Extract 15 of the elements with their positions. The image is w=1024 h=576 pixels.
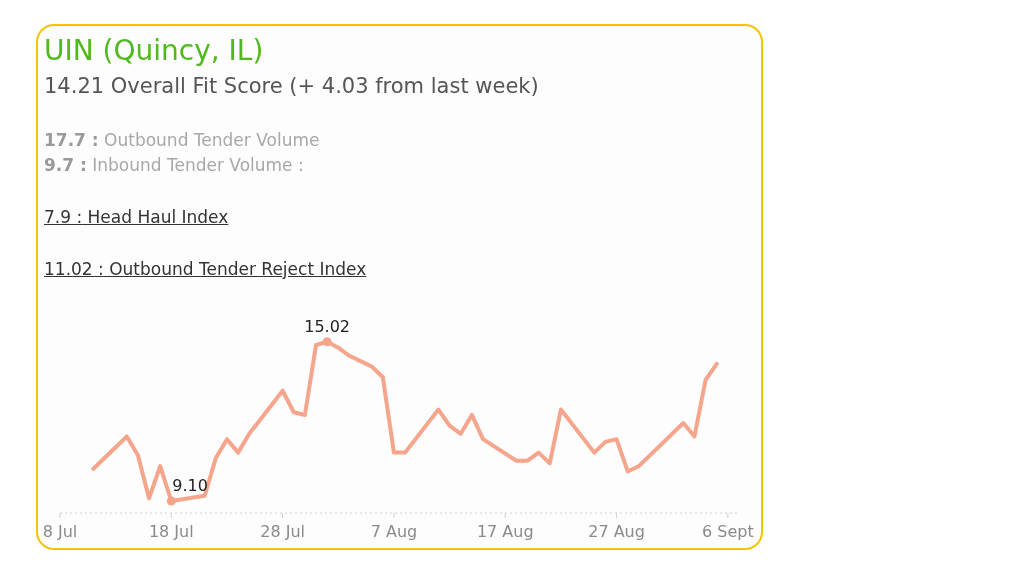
chart-title: UIN (Quincy, IL): [44, 34, 264, 67]
x-tick-label: 18 Jul: [148, 522, 194, 542]
chart-subtitle: 14.21 Overall Fit Score (+ 4.03 from last week): [44, 74, 539, 98]
x-tick-label: 6 Sept: [702, 522, 754, 542]
x-tick-label: 28 Jul: [260, 522, 305, 542]
text: 9.7 : Inbound Tender Volume :: [44, 155, 304, 175]
text: 7.9 : Head Haul Index: [44, 207, 229, 227]
data-label: 15.02: [304, 316, 351, 336]
x-tick-label: 8 Jul: [42, 522, 78, 542]
text: 11.02 : Outbound Tender Reject Index: [44, 259, 367, 279]
x-tick-label: 17 Aug: [476, 522, 534, 542]
x-tick-label: 27 Aug: [588, 522, 645, 542]
text: 17.7 : Outbound Tender Volume: [44, 130, 320, 150]
data-label: 9.10: [172, 476, 208, 496]
x-tick-label: 7 Aug: [370, 522, 418, 542]
